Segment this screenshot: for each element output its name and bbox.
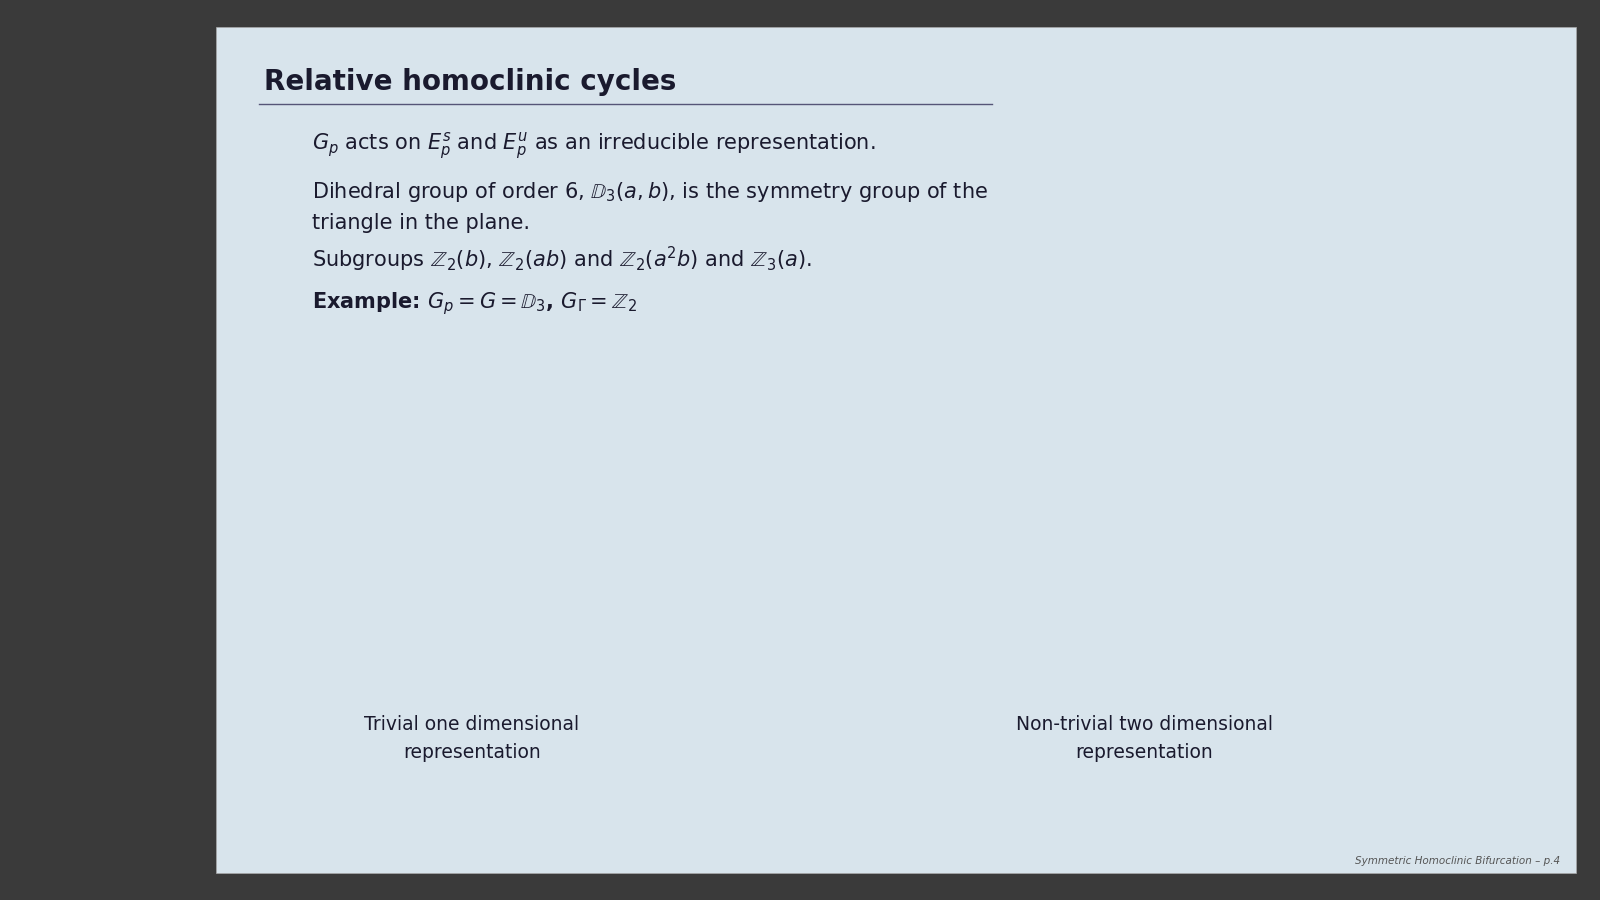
Text: 2: 2 xyxy=(525,412,536,430)
Text: Subgroups $\mathbb{Z}_2(b)$, $\mathbb{Z}_2(ab)$ and $\mathbb{Z}_2(a^2b)$ and $\m: Subgroups $\mathbb{Z}_2(b)$, $\mathbb{Z}… xyxy=(312,245,811,274)
Text: $E_p^s$: $E_p^s$ xyxy=(482,322,498,344)
Text: $E_p^s$: $E_p^s$ xyxy=(1432,616,1451,639)
Text: 3: 3 xyxy=(302,378,314,396)
Text: Non-trivial two dimensional
representation: Non-trivial two dimensional representati… xyxy=(1016,716,1272,762)
Text: 2: 2 xyxy=(910,654,922,672)
Text: $G_p$ acts on $E_p^s$ and $E_p^u$ as an irreducible representation.: $G_p$ acts on $E_p^s$ and $E_p^u$ as an … xyxy=(312,130,875,162)
Text: Example: $G_p = G = \mathbb{D}_3$, $G_\Gamma = \mathbb{Z}_2$: Example: $G_p = G = \mathbb{D}_3$, $G_\G… xyxy=(312,290,637,317)
Text: Symmetric Homoclinic Bifurcation – p.4: Symmetric Homoclinic Bifurcation – p.4 xyxy=(1355,856,1560,866)
Text: Dihedral group of order 6, $\mathbb{D}_3(a, b)$, is the symmetry group of the: Dihedral group of order 6, $\mathbb{D}_3… xyxy=(312,180,989,204)
Text: triangle in the plane.: triangle in the plane. xyxy=(312,213,530,233)
Text: Trivial one dimensional
representation: Trivial one dimensional representation xyxy=(365,716,579,762)
Text: 1: 1 xyxy=(547,337,558,355)
Polygon shape xyxy=(850,584,1438,622)
Text: Relative homoclinic cycles: Relative homoclinic cycles xyxy=(264,68,677,95)
Text: 1: 1 xyxy=(1432,436,1445,454)
Polygon shape xyxy=(390,608,573,642)
Text: $E_p^{ss}$: $E_p^{ss}$ xyxy=(1157,349,1179,373)
Text: 3: 3 xyxy=(830,394,842,412)
Text: $E_p^{ss}$: $E_p^{ss}$ xyxy=(541,661,565,683)
